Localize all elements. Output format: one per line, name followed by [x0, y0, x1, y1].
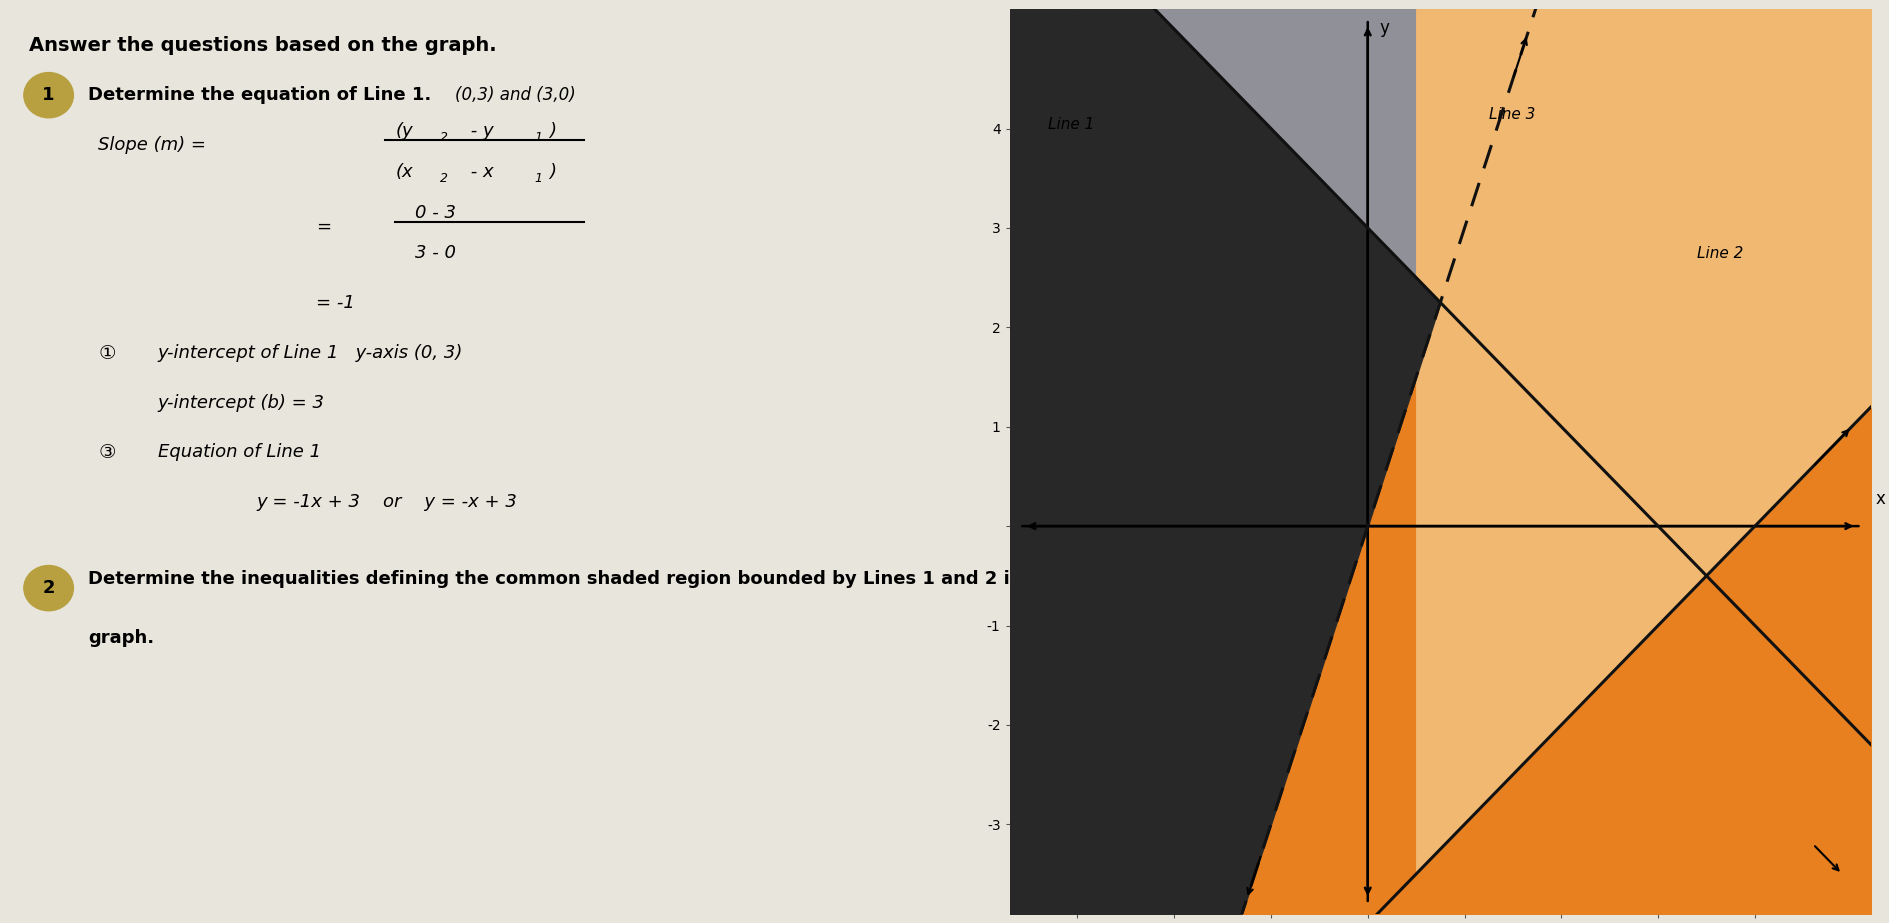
- Text: (0,3) and (3,0): (0,3) and (3,0): [455, 86, 576, 104]
- Text: 2: 2: [440, 172, 448, 185]
- Text: = -1: = -1: [315, 294, 355, 312]
- Text: Line 2: Line 2: [1696, 246, 1742, 260]
- Text: - x: - x: [465, 163, 493, 181]
- Text: 2: 2: [440, 131, 448, 144]
- Text: y-intercept (b) = 3: y-intercept (b) = 3: [157, 394, 325, 412]
- Text: (y: (y: [395, 123, 414, 140]
- Text: Equation of Line 1: Equation of Line 1: [157, 443, 321, 462]
- Text: y-intercept of Line 1   y-axis (0, 3): y-intercept of Line 1 y-axis (0, 3): [157, 344, 463, 362]
- Text: - y: - y: [465, 123, 493, 140]
- Text: ): ): [548, 163, 555, 181]
- Text: ): ): [548, 123, 555, 140]
- Text: (x: (x: [395, 163, 414, 181]
- Circle shape: [25, 566, 74, 611]
- Text: 3 - 0: 3 - 0: [416, 245, 455, 262]
- Text: 1: 1: [535, 131, 542, 144]
- Text: 1: 1: [535, 172, 542, 185]
- Text: ③: ③: [98, 443, 115, 462]
- Text: y = -1x + 3    or    y = -x + 3: y = -1x + 3 or y = -x + 3: [257, 493, 518, 511]
- Text: 1: 1: [42, 86, 55, 104]
- Text: graph.: graph.: [89, 629, 155, 647]
- Circle shape: [25, 73, 74, 118]
- Text: Line 1: Line 1: [1048, 116, 1094, 131]
- Text: 0 - 3: 0 - 3: [416, 204, 455, 222]
- Text: 2: 2: [42, 579, 55, 597]
- Text: Determine the inequalities defining the common shaded region bounded by Lines 1 : Determine the inequalities defining the …: [89, 570, 1062, 588]
- Text: x: x: [1876, 490, 1885, 509]
- Text: Slope (m) =: Slope (m) =: [98, 136, 212, 154]
- Text: y: y: [1379, 19, 1388, 37]
- Text: Determine the equation of Line 1.: Determine the equation of Line 1.: [89, 86, 431, 104]
- Text: =: =: [315, 217, 331, 235]
- Text: Line 3: Line 3: [1489, 106, 1534, 122]
- Text: ①: ①: [98, 344, 115, 363]
- Text: Answer the questions based on the graph.: Answer the questions based on the graph.: [28, 36, 497, 55]
